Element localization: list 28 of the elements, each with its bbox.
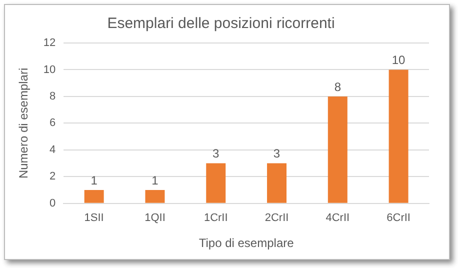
y-axis-title: Numero di esemplari	[16, 68, 31, 179]
x-tick-label: 2CrII	[264, 212, 289, 224]
y-tick-label: 10	[43, 64, 56, 76]
bar	[388, 70, 408, 203]
x-axis-title: Tipo di esemplare	[198, 236, 294, 250]
data-label: 8	[334, 80, 342, 94]
data-label: 3	[212, 146, 220, 161]
y-tick-label: 8	[50, 90, 56, 102]
y-tick-label: 12	[43, 37, 56, 50]
x-tick-label: 1CrII	[204, 212, 228, 224]
x-tick-label: 1SII	[84, 212, 104, 224]
x-tick-label: 4CrII	[326, 212, 350, 224]
y-tick-label: 6	[50, 117, 56, 130]
data-label: 10	[392, 53, 406, 68]
data-label: 3	[273, 146, 280, 161]
bar	[206, 163, 226, 203]
y-tick-label: 0	[50, 197, 56, 210]
y-tick-label: 2	[50, 170, 56, 183]
chart-title: Esemplari delle posizioni ricorrenti	[107, 15, 335, 32]
x-tick-label: 6CrII	[386, 212, 410, 224]
bar	[84, 190, 104, 203]
y-tick-label: 4	[50, 144, 56, 156]
bar	[328, 96, 348, 203]
bar	[145, 190, 165, 203]
bar	[267, 163, 287, 203]
x-tick-label: 1QII	[144, 212, 166, 224]
data-label: 1	[90, 173, 98, 188]
data-label: 1	[152, 173, 159, 188]
